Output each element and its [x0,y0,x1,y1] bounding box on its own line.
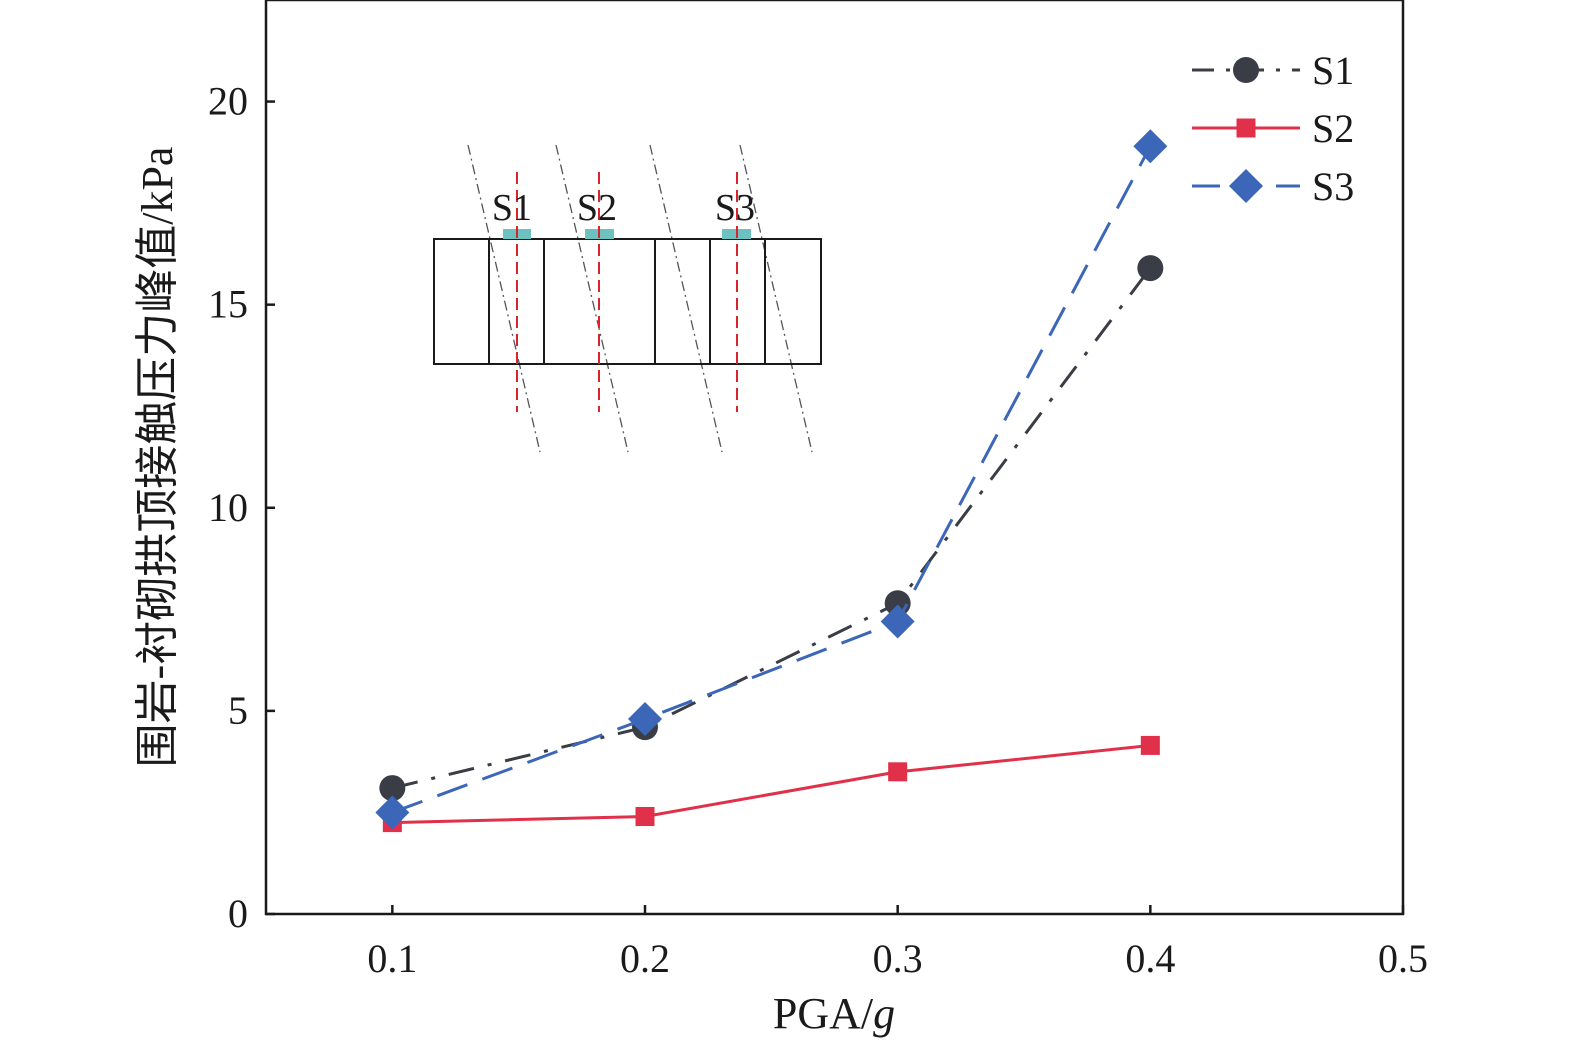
data-point-s1 [1137,255,1164,282]
inset-label: S2 [577,187,617,229]
x-axis-title-text: PGA/ [773,989,874,1038]
y-tick-label: 5 [228,688,248,733]
legend-label: S3 [1312,164,1354,209]
legend-item-s1: S1 [1192,48,1354,93]
y-tick-label: 15 [208,282,248,327]
data-point-s1 [379,775,406,802]
inset-lining-block [764,238,822,365]
inset-lining-block [433,238,490,365]
inset-label: S3 [715,187,755,229]
x-tick-label: 0.3 [873,936,923,981]
inset-joint-line [555,144,629,453]
legend-label: S2 [1312,106,1354,151]
series-s3 [375,129,1168,830]
series-line-s2 [392,743,1151,825]
x-tick-label: 0.1 [367,936,417,981]
data-point-s3 [880,604,915,639]
x-axis-title: PGA/g [773,989,895,1038]
data-point-s2 [888,762,908,782]
legend-marker [1236,118,1256,138]
x-tick-label: 0.5 [1378,936,1428,981]
inset-joint-line [649,144,723,453]
y-axis-title: 围岩-衬砌拱顶接触压力峰值/kPa [133,147,182,768]
series-line-s1 [391,267,1152,790]
legend: S1 S2 S3 [1192,48,1354,209]
legend-label: S1 [1312,48,1354,93]
series-s2 [382,735,1160,833]
legend-item-s2: S2 [1192,106,1354,151]
y-tick-label: 20 [208,79,248,124]
data-point-s2 [1140,735,1160,755]
data-point-s3 [628,702,662,737]
inset-label: S1 [492,187,532,229]
legend-marker [1229,169,1263,203]
x-tick-label: 0.2 [620,936,670,981]
data-point-s3 [1133,129,1168,164]
series-s1 [379,255,1164,802]
inset-lining-block [654,238,711,365]
inset-joint-line [739,144,813,453]
x-tick-label: 0.4 [1125,936,1175,981]
plot-frame [264,0,1405,916]
y-tick-label: 10 [208,485,248,530]
inset-diagram: S1 S2 S3 [433,144,822,453]
x-axis-title-unit: g [873,989,895,1038]
data-point-s3 [375,795,410,830]
legend-item-s3: S3 [1192,164,1354,209]
plot-series [375,129,1168,833]
axis-ticks: 0.1 0.2 0.3 0.4 0.5 0 5 10 15 20 [208,79,1428,981]
series-line-s3 [391,145,1152,814]
data-point-s2 [635,807,655,827]
inset-joint-line [467,144,541,453]
y-tick-label: 0 [228,891,248,936]
legend-marker [1233,57,1259,83]
